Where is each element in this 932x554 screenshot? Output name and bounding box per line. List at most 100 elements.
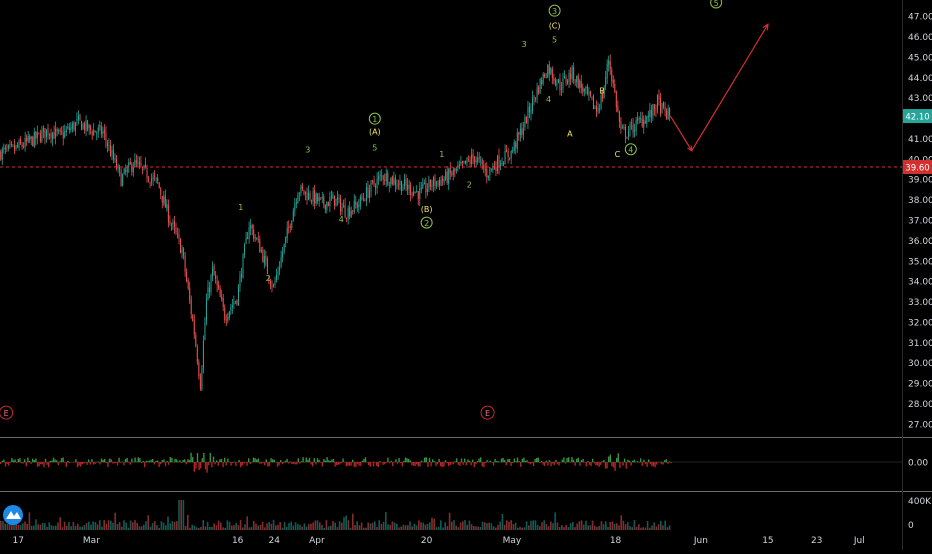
indicator-bar [298,458,299,462]
price-axis[interactable]: 47.0046.0045.0044.0043.0042.0041.0040.00… [903,13,932,431]
volume-bar [154,521,156,530]
indicator-bar [357,462,358,464]
volume-bar [264,527,266,530]
indicator-bar [640,458,641,462]
y-tick-label: 30.00 [908,359,932,369]
candle [32,137,33,146]
volume-bar [543,520,545,530]
candle [223,298,224,307]
indicator-bar [538,458,539,463]
wave-label: 3 [305,146,310,155]
candle [374,180,375,185]
candle [492,166,493,170]
indicator-bar [382,462,383,465]
volume-bar [480,527,482,530]
volume-bar [422,523,424,530]
volume-bar [218,521,220,530]
candle [115,158,116,160]
indicator-bar [307,460,308,462]
volume-bar [169,524,171,530]
y-tick-label: 31.00 [908,339,932,349]
indicator-bar [454,461,455,462]
volume-bar [4,524,6,530]
volume-bar [301,527,303,530]
x-tick-label: 15 [762,536,773,546]
indicator-bar [475,462,476,464]
candle [515,143,516,148]
indicator-bar [480,457,481,462]
volume-bar [143,525,145,530]
volume-bar [101,527,103,530]
indicator-bar [283,462,284,463]
indicator-bar [354,462,355,467]
indicator-bar [360,462,361,466]
indicator-bar [579,462,580,466]
volume-bar [634,520,636,530]
indicator-bar [278,462,279,465]
indicator-bar [302,457,303,462]
volume-bar [88,522,90,530]
candle [125,170,126,171]
indicator-bar [619,462,620,468]
indicator-bar [608,456,609,462]
candle [89,125,90,128]
indicator-bar [238,460,239,462]
indicator-bar [462,462,463,465]
candle [465,161,466,164]
candle [194,320,195,334]
volume-bar [150,527,152,530]
volume-bar [253,521,255,530]
y-tick-label: 35.00 [908,257,932,267]
candle [424,183,425,184]
volume-bar [462,521,464,530]
candle [154,175,155,177]
indicator-bar [18,459,19,462]
candle [393,178,394,184]
indicator-bar [515,461,516,462]
indicator-bar [448,462,449,466]
indicator-bar [622,462,623,466]
indicator-bar [274,460,275,462]
indicator-bar [42,462,43,464]
indicator-bar [342,458,343,462]
candle [541,80,542,84]
volume-bar [22,523,24,530]
volume-bar [44,523,46,530]
volume-bar [176,521,178,530]
indicator-bar [477,461,478,462]
candle [518,132,519,134]
indicator-bar [486,460,487,462]
candle [530,110,531,113]
candle [482,160,483,164]
indicator-bar [504,460,505,462]
candle [558,79,559,83]
candle [483,165,484,169]
volume-bar [497,525,499,530]
volume-bar [213,523,215,530]
indicator-bar [346,462,347,466]
indicator-bar [627,460,628,462]
indicator-bar [466,462,467,465]
indicator-bar [258,458,259,462]
candle [290,226,291,227]
candle [84,123,85,130]
indicator-bar [6,462,7,464]
candle [96,133,97,134]
volume-bar [471,524,473,530]
indicator-bar [398,458,399,462]
candle [616,92,617,107]
volume-bar [81,527,83,530]
volume-bar [400,526,402,530]
indicator-bar [334,462,335,467]
volume-bar [97,524,99,530]
candle [229,312,230,318]
candle [521,128,522,135]
indicator-bar [246,462,247,466]
volume-bar [378,520,380,530]
indicator-bar [568,457,569,462]
candle [599,109,600,110]
candle [666,111,667,119]
